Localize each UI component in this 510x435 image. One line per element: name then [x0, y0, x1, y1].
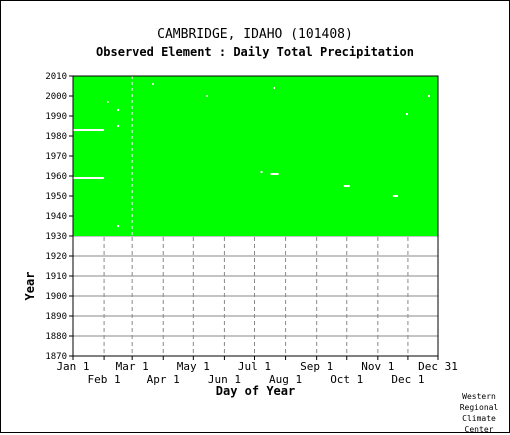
x-tick-label: Aug 1 — [269, 373, 302, 386]
credit-line: Climate — [462, 414, 496, 423]
y-tick-label: 1880 — [45, 332, 67, 342]
y-tick-label: 1910 — [45, 272, 67, 282]
missing-segment — [73, 177, 105, 179]
credit-line: Center — [464, 425, 494, 434]
y-axis-label: Year — [23, 272, 37, 301]
credit-line: Western — [462, 392, 496, 401]
y-tick-label: 1950 — [45, 192, 67, 202]
y-tick-label: 1930 — [45, 232, 67, 242]
x-tick-label: Feb 1 — [88, 373, 121, 386]
missing-segment — [206, 95, 208, 97]
missing-segment — [392, 195, 398, 197]
x-tick-label: Sep 1 — [300, 360, 333, 373]
x-tick-label: Dec 1 — [391, 373, 424, 386]
x-tick-label: Jun 1 — [208, 373, 241, 386]
wrcc-credit: Western Regional Climate Center — [451, 391, 507, 435]
missing-segment — [273, 87, 276, 89]
x-axis-label: Day of Year — [216, 384, 295, 398]
missing-segment — [117, 225, 120, 227]
missing-segment — [152, 83, 154, 85]
missing-segment — [405, 113, 408, 115]
data-coverage-overlay — [73, 76, 438, 236]
missing-segment — [73, 129, 105, 131]
missing-segment — [270, 173, 279, 175]
chart-subtitle: Observed Element : Daily Total Precipita… — [96, 45, 414, 59]
x-tick-label: Jan 1 — [56, 360, 89, 373]
missing-segment — [117, 109, 120, 111]
x-tick-label: Oct 1 — [330, 373, 363, 386]
y-tick-label: 1920 — [45, 252, 67, 262]
y-tick-label: 1870 — [45, 352, 67, 362]
missing-segment — [117, 125, 120, 127]
credit-line: Regional — [459, 403, 499, 412]
y-tick-label: 1970 — [45, 152, 67, 162]
x-tick-label: Jul 1 — [238, 360, 271, 373]
x-tick-label: Dec 31 — [418, 360, 458, 373]
y-tick-label: 1900 — [45, 292, 67, 302]
y-tick-label: 1940 — [45, 212, 67, 222]
missing-segment — [343, 185, 350, 187]
y-tick-label: 1980 — [45, 132, 67, 142]
missing-segment — [260, 171, 263, 173]
x-tick-label: Nov 1 — [361, 360, 394, 373]
x-tick-label: May 1 — [177, 360, 210, 373]
y-tick-label: 1990 — [45, 112, 67, 122]
y-tick-label: 2010 — [45, 72, 67, 82]
chart-title: CAMBRIDGE, IDAHO (101408) — [157, 27, 353, 42]
x-tick-label: Mar 1 — [116, 360, 149, 373]
y-tick-label: 1890 — [45, 312, 67, 322]
x-tick-label: Apr 1 — [147, 373, 180, 386]
missing-segment — [107, 101, 109, 103]
y-tick-label: 2000 — [45, 92, 67, 102]
missing-segment — [427, 95, 430, 97]
y-tick-label: 1960 — [45, 172, 67, 182]
